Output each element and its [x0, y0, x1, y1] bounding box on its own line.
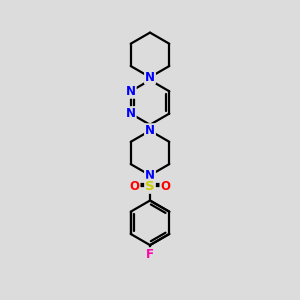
Text: O: O: [130, 180, 140, 193]
Text: N: N: [145, 124, 155, 137]
Text: O: O: [160, 180, 170, 193]
Text: N: N: [126, 107, 136, 120]
Text: N: N: [145, 169, 155, 182]
Text: N: N: [145, 71, 155, 84]
Text: F: F: [146, 248, 154, 261]
Text: S: S: [145, 180, 155, 193]
Text: N: N: [126, 85, 136, 98]
